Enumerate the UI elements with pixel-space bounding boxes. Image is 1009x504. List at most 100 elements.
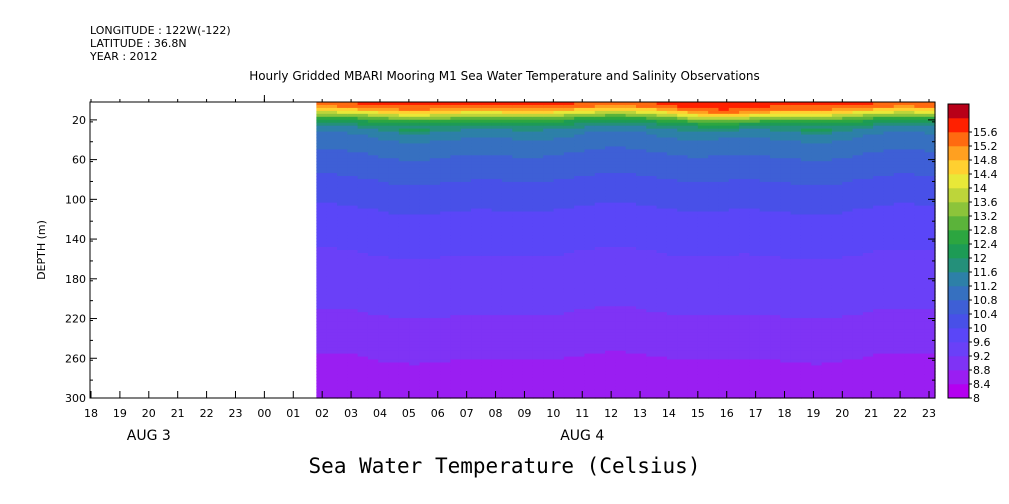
heatmap-cell [367, 291, 379, 295]
heatmap-cell [378, 347, 390, 352]
heatmap-cell [543, 318, 555, 322]
heatmap-cell [460, 389, 472, 393]
heatmap-cell [419, 247, 431, 251]
heatmap-cell [553, 161, 565, 165]
heatmap-cell [367, 173, 379, 177]
heatmap-cell [316, 279, 328, 284]
heatmap-cell [677, 276, 689, 281]
heatmap-cell [800, 119, 812, 124]
heatmap-cell [811, 149, 823, 153]
heatmap-cell [543, 264, 555, 269]
heatmap-cell [574, 214, 586, 219]
heatmap-cell [574, 134, 586, 139]
heatmap-cell [512, 332, 524, 337]
heatmap-cell [759, 155, 771, 159]
heatmap-cell [821, 196, 833, 201]
heatmap-cell [739, 332, 751, 337]
heatmap-cell [378, 324, 390, 328]
heatmap-cell [687, 102, 699, 106]
heatmap-cell [347, 306, 359, 310]
heatmap-cell [728, 264, 740, 269]
heatmap-cell [718, 202, 730, 207]
heatmap-cell [347, 202, 359, 207]
heatmap-cell [636, 285, 647, 290]
heatmap-cell [780, 187, 792, 192]
heatmap-cell [316, 267, 328, 272]
heatmap-cell [419, 122, 431, 127]
heatmap-cell [646, 137, 658, 142]
heatmap-cell [398, 258, 410, 263]
heatmap-cell [357, 326, 369, 331]
heatmap-cell [357, 214, 369, 219]
heatmap-cell [471, 258, 482, 263]
heatmap-cell [316, 173, 328, 177]
heatmap-cell [749, 294, 761, 298]
heatmap-cell [821, 329, 833, 334]
heatmap-cell [615, 389, 627, 393]
heatmap-cell [501, 255, 513, 260]
heatmap-cell [800, 247, 812, 251]
heatmap-cell [419, 389, 431, 393]
heatmap-cell [471, 184, 482, 189]
heatmap-cell [584, 137, 596, 142]
heatmap-cell [739, 291, 751, 295]
heatmap-cell [708, 199, 720, 204]
heatmap-cell [316, 184, 328, 189]
heatmap-cell [811, 238, 823, 242]
heatmap-cell [749, 324, 761, 328]
heatmap-cell [543, 158, 555, 162]
heatmap-cell [326, 261, 338, 266]
heatmap-cell [522, 104, 534, 109]
heatmap-cell [646, 374, 658, 378]
heatmap-cell [378, 267, 390, 272]
heatmap-cell [594, 392, 606, 396]
heatmap-cell [501, 223, 513, 227]
heatmap-cell [491, 196, 503, 201]
heatmap-cell [316, 199, 328, 204]
heatmap-cell [326, 214, 338, 219]
heatmap-cell [367, 220, 379, 224]
heatmap-cell [429, 134, 441, 139]
heatmap-cell [440, 365, 452, 369]
heatmap-cell [347, 173, 359, 177]
heatmap-cell [347, 255, 359, 260]
heatmap-cell [491, 306, 503, 310]
heatmap-cell [728, 252, 740, 257]
heatmap-cell [543, 359, 555, 364]
heatmap-cell [347, 294, 359, 298]
heatmap-cell [543, 149, 555, 153]
heatmap-cell [543, 332, 555, 337]
heatmap-cell [739, 128, 751, 133]
heatmap-cell [790, 341, 802, 346]
heatmap-cell [471, 149, 482, 153]
heatmap-cell [790, 137, 802, 142]
heatmap-cell [718, 329, 730, 334]
heatmap-cell [574, 184, 586, 189]
heatmap-cell [625, 368, 637, 372]
heatmap-cell [471, 300, 482, 304]
heatmap-cell [471, 383, 482, 387]
heatmap-cell [357, 250, 369, 254]
heatmap-cell [666, 238, 678, 242]
heatmap-cell [770, 181, 781, 186]
heatmap-cell [625, 250, 637, 254]
heatmap-cell [821, 344, 833, 349]
heatmap-cell [563, 116, 575, 121]
heatmap-cell [419, 102, 431, 106]
heatmap-cell [811, 116, 823, 121]
heatmap-cell [491, 303, 503, 307]
heatmap-cell [780, 232, 792, 236]
heatmap-cell [677, 362, 689, 367]
heatmap-cell [821, 291, 833, 295]
heatmap-cell [739, 297, 751, 301]
heatmap-cell [326, 350, 338, 355]
heatmap-cell [347, 205, 359, 210]
heatmap-cell [429, 371, 441, 375]
heatmap-cell [419, 205, 431, 210]
heatmap-cell [821, 223, 833, 227]
heatmap-cell [636, 149, 647, 153]
heatmap-cell [615, 238, 627, 242]
heatmap-cell [409, 190, 421, 195]
heatmap-cell [574, 374, 586, 378]
heatmap-cell [697, 125, 709, 130]
